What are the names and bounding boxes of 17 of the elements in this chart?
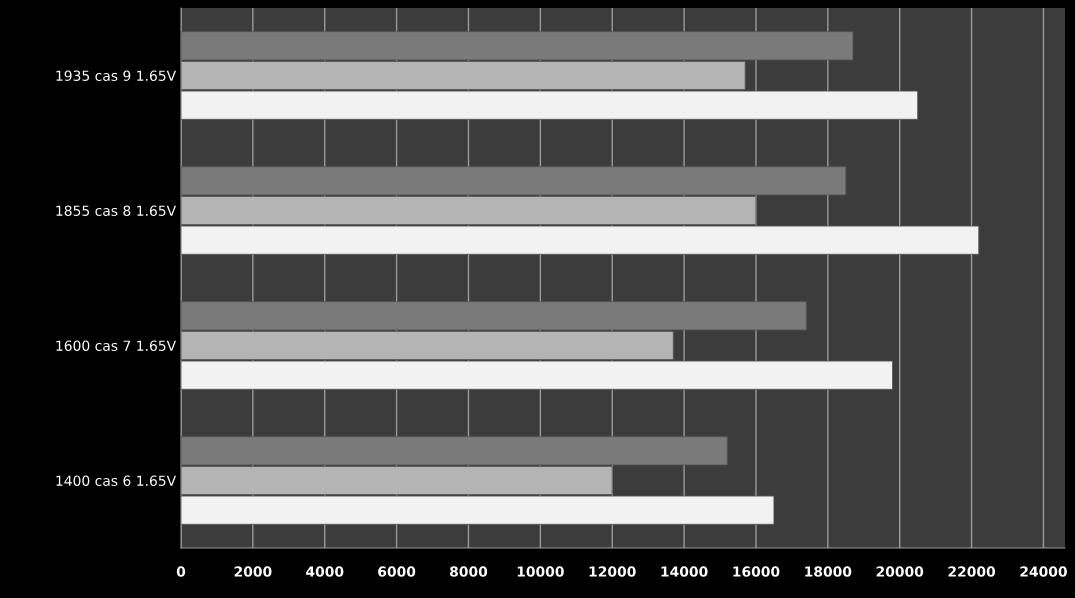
x-tick-label: 24000 <box>1020 566 1067 577</box>
x-tick-label: 18000 <box>805 566 852 577</box>
y-tick-label: 1935 cas 9 1.65V <box>56 70 177 81</box>
x-tick-label: 14000 <box>661 566 708 577</box>
y-tick-label: 1400 cas 6 1.65V <box>56 475 177 486</box>
y-tick-label: 1600 cas 7 1.65V <box>56 340 177 351</box>
x-tick-label: 6000 <box>378 566 416 577</box>
x-tick-label: 8000 <box>450 566 488 577</box>
y-tick-label: 1855 cas 8 1.65V <box>56 205 177 216</box>
x-tick-label: 10000 <box>517 566 564 577</box>
x-tick-label: 20000 <box>876 566 924 577</box>
x-tick-label: 4000 <box>306 566 344 577</box>
x-tick-label: 2000 <box>234 566 272 577</box>
x-tick-label: 12000 <box>589 566 636 577</box>
x-tick-label: 0 <box>176 566 186 577</box>
x-tick-label: 16000 <box>733 566 780 577</box>
x-tick-label: 22000 <box>948 566 996 577</box>
